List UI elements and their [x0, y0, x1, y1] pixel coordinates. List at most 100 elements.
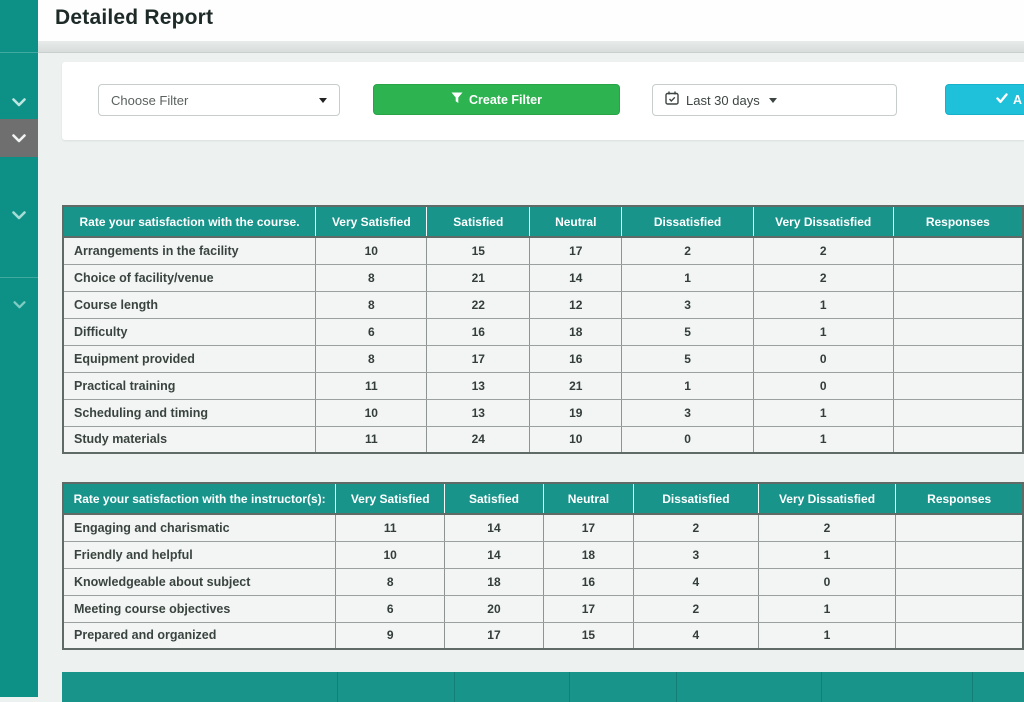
value-cell: 16 [529, 345, 623, 373]
value-cell: 16 [543, 568, 635, 596]
row-label-cell: Equipment provided [63, 345, 317, 373]
value-cell: 3 [621, 291, 754, 319]
row-label-cell: Choice of facility/venue [63, 264, 317, 292]
row-label-cell: Difficulty [63, 318, 317, 346]
value-cell: 5 [621, 345, 754, 373]
apply-button-label: A [1013, 92, 1023, 107]
value-cell: 14 [444, 541, 544, 569]
apply-button[interactable]: A [945, 84, 1024, 115]
value-cell [893, 237, 1024, 265]
table-row: Practical training 11 13 21 1 0 [63, 372, 1024, 400]
table-column-header: Neutral [529, 206, 623, 238]
caret-down-icon [319, 97, 327, 103]
value-cell: 10 [315, 399, 428, 427]
table-row: Meeting course objectives 6 20 17 2 1 [63, 595, 1024, 623]
value-cell: 14 [529, 264, 623, 292]
filter-funnel-icon [451, 92, 463, 107]
value-cell: 3 [633, 541, 759, 569]
value-cell [893, 426, 1024, 454]
chevron-down-icon [12, 97, 26, 107]
table-row: Choice of facility/venue 8 21 14 1 2 [63, 264, 1024, 292]
clipped-header-cell [570, 672, 677, 702]
clipped-header-cell [338, 672, 455, 702]
create-filter-label: Create Filter [469, 92, 542, 107]
sidebar-divider [0, 277, 38, 278]
value-cell: 11 [335, 514, 446, 542]
chevron-down-icon [12, 301, 26, 309]
value-cell: 10 [529, 426, 623, 454]
table-column-header: Responses [895, 483, 1024, 515]
course-satisfaction-table: Rate your satisfaction with the course. V… [62, 205, 1024, 454]
value-cell: 13 [426, 399, 531, 427]
value-cell: 6 [335, 595, 446, 623]
choose-filter-value: Choose Filter [111, 92, 189, 108]
value-cell: 0 [621, 426, 754, 454]
table-column-header: Very Dissatisfied [753, 206, 894, 238]
value-cell: 1 [753, 426, 894, 454]
value-cell: 2 [753, 264, 894, 292]
sidebar-item-3[interactable] [0, 198, 38, 232]
sidebar [0, 0, 38, 697]
value-cell: 15 [426, 237, 531, 265]
value-cell [893, 264, 1024, 292]
clipped-header-cell [677, 672, 822, 702]
table-row: Equipment provided 8 17 16 5 0 [63, 345, 1024, 373]
table-row: Study materials 11 24 10 0 1 [63, 426, 1024, 454]
check-icon [996, 92, 1008, 107]
table-column-header: Satisfied [426, 206, 531, 238]
value-cell: 14 [444, 514, 544, 542]
value-cell: 11 [315, 372, 428, 400]
clipped-header-cell [62, 672, 338, 702]
table-column-header: Very Dissatisfied [758, 483, 897, 515]
row-label-cell: Practical training [63, 372, 317, 400]
sidebar-divider [0, 52, 38, 53]
table-row: Knowledgeable about subject 8 18 16 4 0 [63, 568, 1024, 596]
table-column-header: Responses [893, 206, 1024, 238]
value-cell: 3 [621, 399, 754, 427]
sidebar-item-1[interactable] [0, 85, 38, 119]
table-row: Difficulty 6 16 18 5 1 [63, 318, 1024, 346]
value-cell: 13 [426, 372, 531, 400]
value-cell: 1 [758, 541, 897, 569]
calendar-icon [665, 91, 679, 110]
value-cell: 2 [753, 237, 894, 265]
value-cell: 18 [444, 568, 544, 596]
clipped-header-cell [973, 672, 1024, 702]
value-cell: 17 [444, 622, 544, 650]
value-cell: 17 [426, 345, 531, 373]
create-filter-button[interactable]: Create Filter [373, 84, 620, 115]
table-column-header: Dissatisfied [633, 483, 759, 515]
value-cell [895, 622, 1024, 650]
value-cell: 24 [426, 426, 531, 454]
value-cell: 1 [621, 264, 754, 292]
value-cell: 19 [529, 399, 623, 427]
date-range-picker[interactable]: Last 30 days [652, 84, 897, 116]
value-cell: 5 [621, 318, 754, 346]
value-cell: 2 [633, 514, 759, 542]
value-cell: 8 [315, 345, 428, 373]
table-row: Prepared and organized 9 17 15 4 1 [63, 622, 1024, 650]
value-cell: 6 [315, 318, 428, 346]
sidebar-item-4[interactable] [0, 288, 38, 322]
table-row: Friendly and helpful 10 14 18 3 1 [63, 541, 1024, 569]
value-cell: 1 [753, 399, 894, 427]
value-cell: 0 [753, 345, 894, 373]
value-cell [893, 291, 1024, 319]
row-label-cell: Friendly and helpful [63, 541, 337, 569]
row-label-cell: Knowledgeable about subject [63, 568, 337, 596]
value-cell: 17 [543, 595, 635, 623]
value-cell [895, 595, 1024, 623]
row-label-cell: Study materials [63, 426, 317, 454]
table-header-row: Rate your satisfaction with the instruct… [63, 483, 1024, 515]
choose-filter-select[interactable]: Choose Filter [98, 84, 340, 116]
caret-down-icon [768, 97, 777, 103]
date-range-value: Last 30 days [686, 92, 760, 108]
sidebar-item-2-active[interactable] [0, 119, 38, 157]
value-cell [895, 514, 1024, 542]
value-cell [893, 318, 1024, 346]
table-column-header: Very Satisfied [315, 206, 428, 238]
table-column-header: Satisfied [444, 483, 544, 515]
value-cell: 18 [529, 318, 623, 346]
value-cell: 20 [444, 595, 544, 623]
table-question-header: Rate your satisfaction with the instruct… [63, 483, 337, 515]
